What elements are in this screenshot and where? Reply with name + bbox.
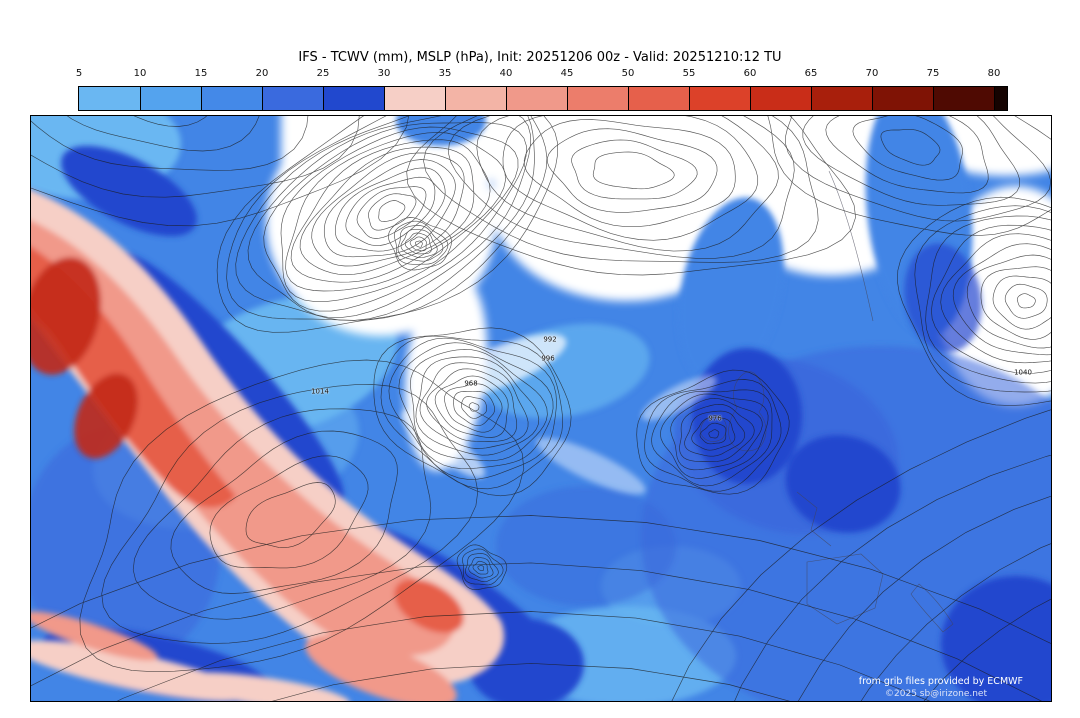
colorbar-tick: 45 — [560, 68, 574, 79]
colorbar-tick: 40 — [499, 68, 513, 79]
colorbar-tick: 65 — [804, 68, 818, 79]
colorbar-tick: 60 — [743, 68, 757, 79]
colorbar-tick: 20 — [255, 68, 269, 79]
colorbar-tick: 15 — [194, 68, 208, 79]
colorbar-tick: 70 — [865, 68, 879, 79]
colorbar-segment — [79, 87, 140, 110]
colorbar-segment — [872, 87, 933, 110]
chart-title: IFS - TCWV (mm), MSLP (hPa), Init: 20251… — [298, 50, 782, 65]
colorbar-segment — [750, 87, 811, 110]
colorbar-tick: 30 — [377, 68, 391, 79]
colorbar-segment — [201, 87, 262, 110]
colorbar-segment — [994, 87, 1007, 110]
colorbar-segment — [689, 87, 750, 110]
colorbar-tick: 55 — [682, 68, 696, 79]
colorbar-segment — [445, 87, 506, 110]
colorbar-tick: 5 — [75, 68, 83, 79]
credit-copyright: ©2025 sb@irizone.net — [885, 689, 987, 699]
colorbar-segment — [262, 87, 323, 110]
colorbar-segment — [140, 87, 201, 110]
colorbar-ticks: 5 10 15 20 25 30 35 40 45 50 55 60 65 70 75 80 — [75, 68, 1007, 82]
colorbar-segment — [384, 87, 445, 110]
moisture-band — [31, 189, 505, 701]
colorbar-segment — [506, 87, 567, 110]
colorbar-tick: 25 — [316, 68, 330, 79]
colorbar-segment — [933, 87, 994, 110]
colorbar-tick: 50 — [621, 68, 635, 79]
mslp-isobars — [31, 116, 1051, 701]
map-canvas — [31, 116, 1051, 701]
coastlines — [700, 170, 954, 633]
colorbar-tick: 10 — [133, 68, 147, 79]
weather-map: 968 992 996 976 1014 1040 from grib files pro… — [30, 115, 1052, 702]
colorbar-segment — [323, 87, 384, 110]
colorbar-tick: 35 — [438, 68, 452, 79]
colorbar — [78, 86, 1008, 111]
colorbar-tick: 75 — [926, 68, 940, 79]
credit-ecmwf: from grib files provided by ECMWF — [858, 676, 1023, 687]
colorbar-segment — [811, 87, 872, 110]
colorbar-tick: 80 — [987, 68, 1001, 79]
colorbar-segment — [628, 87, 689, 110]
dry-slot-swirls — [401, 333, 717, 495]
colorbar-segment — [567, 87, 628, 110]
